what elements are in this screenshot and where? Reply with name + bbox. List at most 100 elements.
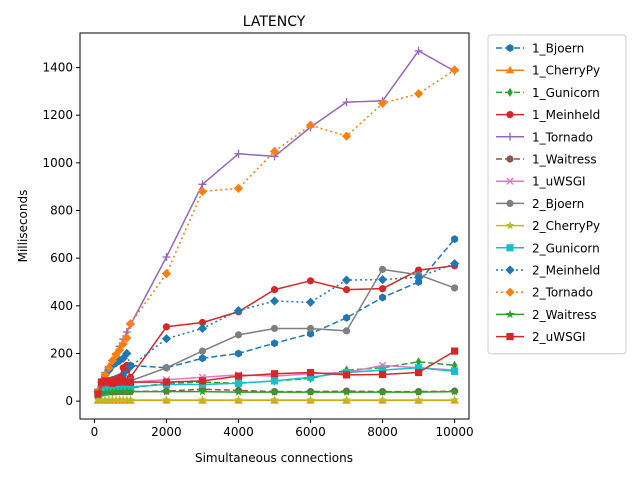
data-point <box>342 371 351 379</box>
data-point <box>100 395 110 404</box>
x-tick-label: 2000 <box>151 425 182 439</box>
plot-frame <box>79 32 470 420</box>
legend: 1_Bjoern 1_CherryPy 1_Gunicorn 1_Meinheld 1_… <box>487 34 627 355</box>
legend-marker <box>506 111 514 119</box>
x-tick-label: 10000 <box>435 425 473 439</box>
legend-marker <box>507 87 513 97</box>
data-point <box>234 372 243 380</box>
legend-label: 1_Bjoern <box>532 42 584 56</box>
data-point <box>233 183 244 193</box>
legend-marker <box>505 287 515 297</box>
data-point <box>161 269 172 279</box>
data-point <box>126 383 135 391</box>
legend-label: 2_Waitress <box>532 308 597 322</box>
x-tick-label: 4000 <box>223 425 254 439</box>
data-point <box>97 388 106 397</box>
data-point <box>449 259 460 269</box>
data-point <box>118 387 128 396</box>
data-point <box>305 120 316 130</box>
legend-label: 2_Gunicorn <box>532 241 600 255</box>
data-point <box>125 361 136 372</box>
data-point <box>125 319 136 329</box>
legend-entry: 2_CherryPy <box>496 219 600 233</box>
data-point <box>343 313 350 322</box>
data-point <box>108 395 117 404</box>
data-point <box>341 275 352 285</box>
legend-marker <box>505 65 515 74</box>
data-point <box>450 284 459 292</box>
x-tick-label: 8000 <box>367 425 398 439</box>
data-point <box>198 318 207 327</box>
series-2_Tornado <box>93 65 460 397</box>
series-2_Waitress <box>93 387 459 399</box>
data-point <box>115 387 124 396</box>
legend-marker <box>506 199 514 207</box>
data-point <box>197 323 208 334</box>
data-point <box>414 46 423 55</box>
data-point <box>234 149 243 158</box>
data-point <box>116 378 124 386</box>
data-point <box>104 363 114 373</box>
data-point <box>270 286 279 294</box>
legend-label: 1_uWSGI <box>532 175 586 189</box>
y-axis: 0 200 400 600 800 1000 1200 1400 <box>42 61 80 408</box>
data-point <box>93 395 103 404</box>
data-point <box>306 324 315 333</box>
data-point <box>122 387 132 396</box>
data-point <box>101 377 109 385</box>
data-point <box>271 339 278 348</box>
data-point <box>112 378 120 386</box>
legend-marker <box>505 309 515 319</box>
data-point <box>104 395 114 404</box>
data-point <box>115 395 124 404</box>
data-point <box>97 395 106 404</box>
data-point <box>122 395 132 404</box>
legend-marker <box>506 132 514 141</box>
legend-entry: 2_Waitress <box>496 308 597 322</box>
legend-label: 2_Meinheld <box>532 264 600 278</box>
data-point <box>105 378 113 386</box>
data-point <box>161 334 172 344</box>
legend-entry: 2_Tornado <box>496 286 593 300</box>
data-point <box>270 324 279 333</box>
data-point <box>162 387 171 396</box>
data-point <box>449 65 460 75</box>
y-tick-label: 400 <box>50 299 73 313</box>
legend-label: 2_uWSGI <box>532 330 586 344</box>
data-point <box>126 395 135 404</box>
data-point <box>162 364 171 372</box>
legend-frame <box>487 34 627 355</box>
data-point <box>270 387 279 396</box>
data-point <box>107 360 118 370</box>
data-point <box>451 235 459 244</box>
legend-label: 1_Waitress <box>532 153 597 167</box>
data-point <box>126 387 135 396</box>
data-point <box>111 395 121 404</box>
data-point <box>307 329 314 338</box>
data-point <box>198 387 207 396</box>
data-point <box>342 286 351 294</box>
data-point <box>451 360 458 370</box>
data-point <box>306 368 315 377</box>
data-point <box>306 387 315 396</box>
legend-entry: 2_Meinheld <box>496 264 600 278</box>
data-point <box>413 272 424 282</box>
data-point <box>118 395 128 404</box>
data-point <box>126 378 135 386</box>
legend-entry: 2_Gunicorn <box>496 241 600 255</box>
data-point <box>342 387 351 396</box>
data-point <box>123 378 131 386</box>
data-point <box>379 293 387 302</box>
data-point <box>233 305 244 316</box>
data-point <box>378 395 387 404</box>
data-point <box>122 348 132 359</box>
data-point <box>270 377 279 385</box>
y-axis-title: Milliseconds <box>16 190 30 263</box>
data-point <box>104 387 114 396</box>
series-line <box>97 50 455 390</box>
y-tick-label: 1000 <box>42 156 73 170</box>
data-point <box>414 395 423 404</box>
data-point <box>306 373 315 381</box>
data-point <box>119 377 127 385</box>
